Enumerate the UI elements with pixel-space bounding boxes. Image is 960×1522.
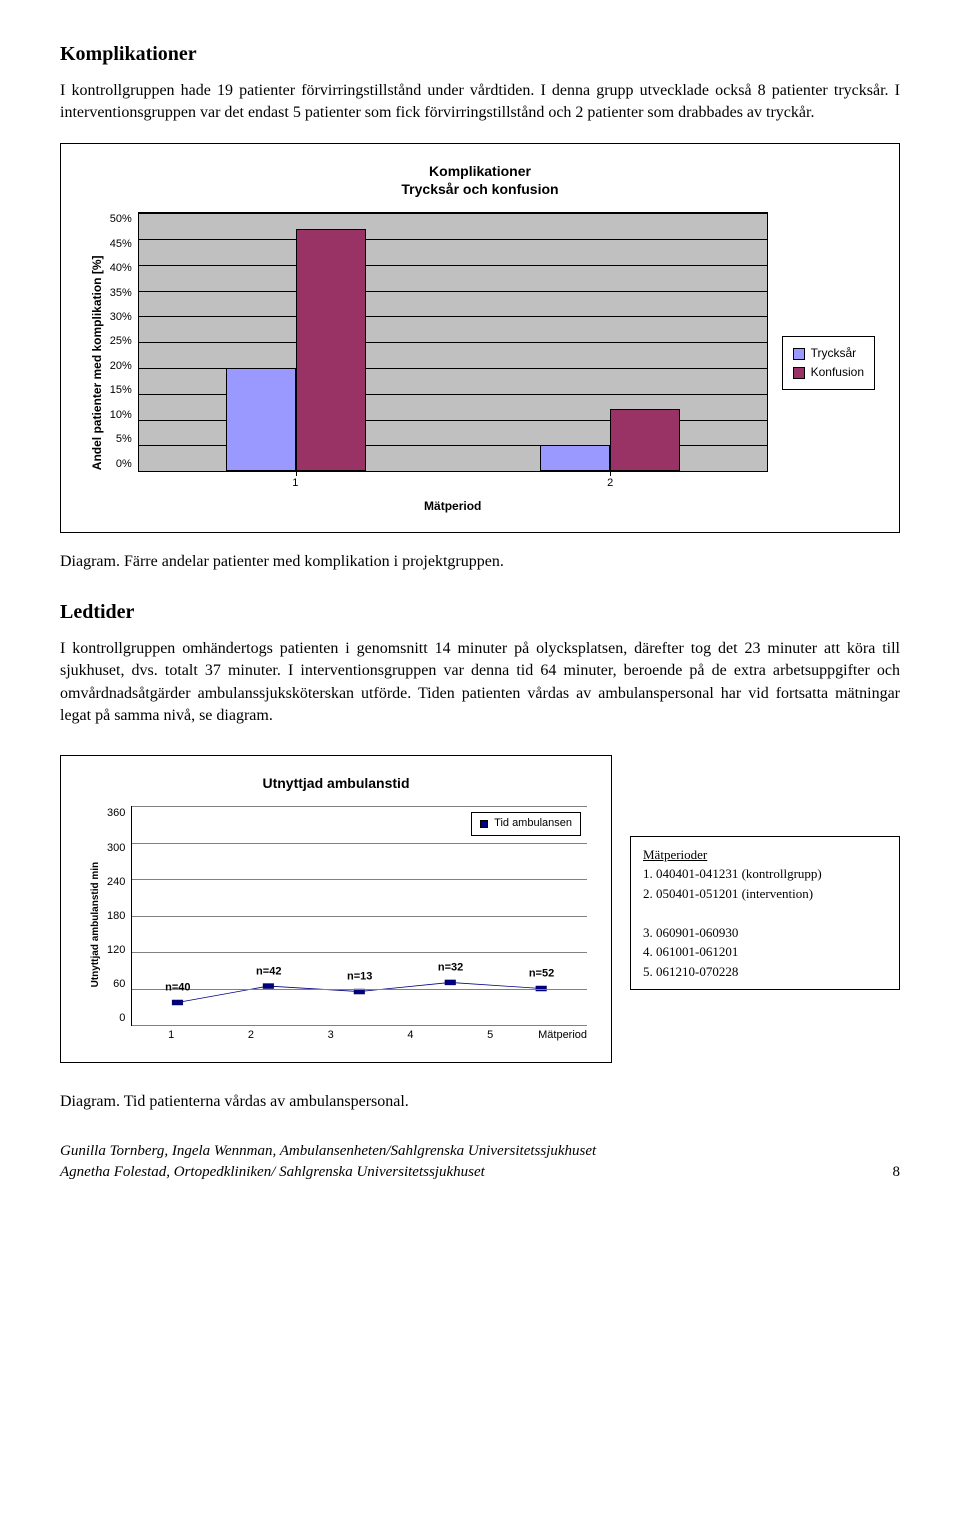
data-point-label: n=42	[256, 965, 281, 980]
data-point-label: n=40	[165, 981, 190, 996]
data-point-label: n=52	[529, 967, 554, 982]
line-x-tick: 2	[211, 1028, 291, 1043]
periods-box: Mätperioder 1. 040401-041231 (kontrollgr…	[630, 836, 900, 991]
period-line: 2. 050401-051201 (intervention)	[643, 884, 887, 904]
line-x-tick: 3	[291, 1028, 371, 1043]
bar-chart-title-line2: Trycksår och konfusion	[401, 181, 558, 197]
line-y-tick: 0	[107, 1011, 125, 1026]
legend-label: Konfusion	[811, 364, 864, 381]
line-chart-caption: Diagram. Tid patienterna vårdas av ambul…	[60, 1091, 900, 1113]
bar-trycksar	[540, 445, 610, 471]
data-point-label: n=13	[347, 970, 372, 985]
bar-y-tick: 5%	[110, 432, 132, 447]
period-line	[643, 903, 887, 923]
gridline	[132, 952, 587, 953]
period-line: 3. 060901-060930	[643, 923, 887, 943]
period-line: 5. 061210-070228	[643, 962, 887, 982]
bar-x-ticks: 12	[138, 476, 768, 491]
bars-row	[139, 213, 767, 471]
bar-y-tick: 10%	[110, 408, 132, 423]
line-y-tick: 120	[107, 943, 125, 958]
bar-group	[139, 213, 453, 471]
section2-paragraph: I kontrollgruppen omhändertogs patienten…	[60, 638, 900, 728]
line-y-ticks: 360 300 240 180 120 60 0	[107, 806, 131, 1026]
line-x-ticks: 12345Mätperiod	[131, 1028, 587, 1043]
line-x-tick: 1	[131, 1028, 211, 1043]
bar-chart-container: Komplikationer Trycksår och konfusion An…	[60, 143, 900, 534]
line-x-tick: 4	[371, 1028, 451, 1043]
bar-plot-area	[138, 212, 768, 472]
bar-y-tick: 20%	[110, 359, 132, 374]
page-number: 8	[893, 1162, 901, 1183]
legend-item: Trycksår	[793, 345, 864, 362]
bar-trycksar	[226, 368, 296, 471]
bar-legend: Trycksår Konfusion	[782, 336, 875, 390]
section-title-komplikationer: Komplikationer	[60, 40, 900, 68]
bar-y-tick: 30%	[110, 310, 132, 325]
line-y-tick: 180	[107, 909, 125, 924]
gridline	[132, 843, 587, 844]
line-y-tick: 240	[107, 875, 125, 890]
page-footer: Gunilla Tornberg, Ingela Wennman, Ambula…	[60, 1141, 900, 1183]
gridline	[132, 879, 587, 880]
line-y-tick: 360	[107, 806, 125, 821]
legend-swatch-icon	[793, 348, 805, 360]
bar-konfusion	[296, 229, 366, 472]
section1-paragraph: I kontrollgruppen hade 19 patienter förv…	[60, 80, 900, 125]
legend-item: Konfusion	[793, 364, 864, 381]
periods-lines: 1. 040401-041231 (kontrollgrupp)2. 05040…	[643, 864, 887, 981]
bar-y-axis-label: Andel patienter med komplikation [%]	[85, 212, 110, 514]
line-y-tick: 60	[107, 977, 125, 992]
gridline	[132, 1025, 587, 1026]
legend-label: Trycksår	[811, 345, 857, 362]
bar-x-tick: 2	[453, 476, 768, 491]
bar-chart-title-line1: Komplikationer	[429, 163, 531, 179]
periods-heading: Mätperioder	[643, 845, 887, 865]
bar-chart-caption: Diagram. Färre andelar patienter med kom…	[60, 551, 900, 573]
bar-y-tick: 0%	[110, 457, 132, 472]
legend-swatch-icon	[793, 367, 805, 379]
line-x-tick: 5	[450, 1028, 530, 1043]
data-point-label: n=32	[438, 961, 463, 976]
gridline	[139, 471, 767, 472]
gridline	[132, 989, 587, 990]
bar-y-tick: 25%	[110, 334, 132, 349]
line-chart-title: Utnyttjad ambulanstid	[85, 774, 587, 792]
bar-y-tick: 45%	[110, 237, 132, 252]
bar-y-tick: 50%	[110, 212, 132, 227]
bar-y-ticks: 50% 45% 40% 35% 30% 25% 20% 15% 10% 5% 0%	[110, 212, 138, 472]
line-chart-container: Utnyttjad ambulanstid Utnyttjad ambulans…	[60, 755, 612, 1063]
bar-y-tick: 40%	[110, 261, 132, 276]
line-y-axis-label: Utnyttjad ambulanstid min	[85, 806, 107, 1043]
footer-line2: Agnetha Folestad, Ortopedkliniken/ Sahlg…	[60, 1162, 596, 1183]
bar-chart-title: Komplikationer Trycksår och konfusion	[85, 162, 875, 198]
section-title-ledtider: Ledtider	[60, 598, 900, 626]
bar-x-axis-label: Mätperiod	[138, 498, 768, 515]
period-line: 4. 061001-061201	[643, 942, 887, 962]
bar-y-tick: 35%	[110, 286, 132, 301]
gridline	[132, 806, 587, 807]
bar-konfusion	[610, 409, 680, 471]
gridline	[132, 916, 587, 917]
footer-line1: Gunilla Tornberg, Ingela Wennman, Ambula…	[60, 1141, 596, 1162]
bar-group	[453, 213, 767, 471]
bar-y-tick: 15%	[110, 383, 132, 398]
line-x-axis-label: Mätperiod	[530, 1028, 587, 1043]
line-y-tick: 300	[107, 841, 125, 856]
line-plot-area: Tid ambulansen n=40n=42n=13n=32n=52	[131, 806, 587, 1026]
bar-x-tick: 1	[138, 476, 453, 491]
period-line: 1. 040401-041231 (kontrollgrupp)	[643, 864, 887, 884]
